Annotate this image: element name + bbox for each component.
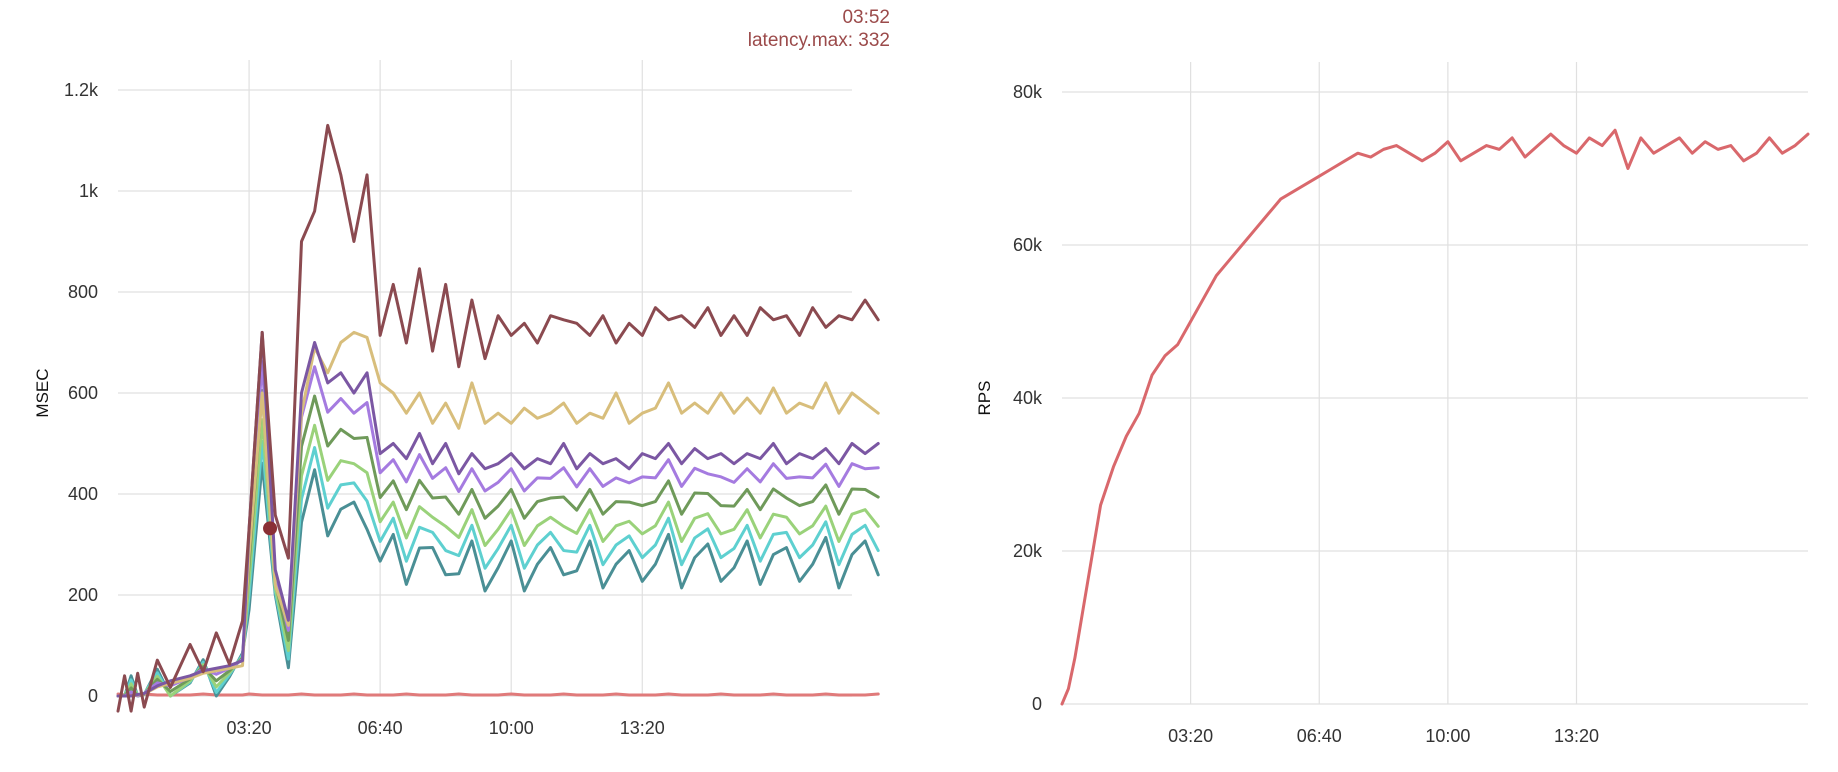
- y-tick-label: 0: [88, 686, 98, 706]
- series-line-baseline: [116, 692, 880, 697]
- y-tick-label: 600: [68, 383, 98, 403]
- latency-chart[interactable]: 0 200 400 600 800 1k 1.2k 03:20 06:40 10:00 13:20 M…: [0, 0, 900, 772]
- y-tick-label: 80k: [1013, 82, 1043, 102]
- series-line: [1060, 128, 1810, 706]
- series-line-latency-max: [116, 123, 880, 713]
- y-tick-label: 0: [1032, 694, 1042, 714]
- rps-chart[interactable]: 0 20k 40k 60k 80k 03:20 06:40 10:00 13:20 RPS: [940, 0, 1838, 772]
- tooltip-time: 03:52: [842, 7, 890, 28]
- y-tick-label: 800: [68, 282, 98, 302]
- chart-tooltip: 03:52 latency.max: 332: [748, 6, 890, 52]
- x-tick-label: 10:00: [1425, 726, 1470, 746]
- x-tick-label: 10:00: [489, 718, 534, 738]
- series-line: [116, 461, 880, 698]
- y-tick-label: 20k: [1013, 541, 1043, 561]
- y-tick-label: 1k: [79, 181, 99, 201]
- x-tick-label: 06:40: [358, 718, 403, 738]
- series-line: [116, 388, 880, 698]
- series-line: [116, 330, 880, 698]
- y-tick-label: 200: [68, 585, 98, 605]
- y-tick-label: 400: [68, 484, 98, 504]
- tooltip-value: latency.max: 332: [747, 30, 890, 51]
- y-tick-label: 40k: [1013, 388, 1043, 408]
- y-tick-label: 1.2k: [64, 80, 99, 100]
- tooltip-marker: [263, 521, 278, 536]
- x-tick-label: 06:40: [1297, 726, 1342, 746]
- x-tick-label: 13:20: [1554, 726, 1599, 746]
- latency-chart-panel: 03:52 latency.max: 332 0 200 400 600 800 1k 1.…: [0, 0, 900, 772]
- rps-chart-panel: 0 20k 40k 60k 80k 03:20 06:40 10:00 13:20 RPS: [940, 0, 1838, 772]
- y-axis-label: MSEC: [33, 368, 52, 417]
- y-axis-label: RPS: [975, 381, 994, 416]
- x-tick-label: 03:20: [1168, 726, 1213, 746]
- series-line: [116, 330, 880, 698]
- series-line: [116, 418, 880, 698]
- x-tick-label: 03:20: [227, 718, 272, 738]
- y-tick-label: 60k: [1013, 235, 1043, 255]
- x-tick-label: 13:20: [620, 718, 665, 738]
